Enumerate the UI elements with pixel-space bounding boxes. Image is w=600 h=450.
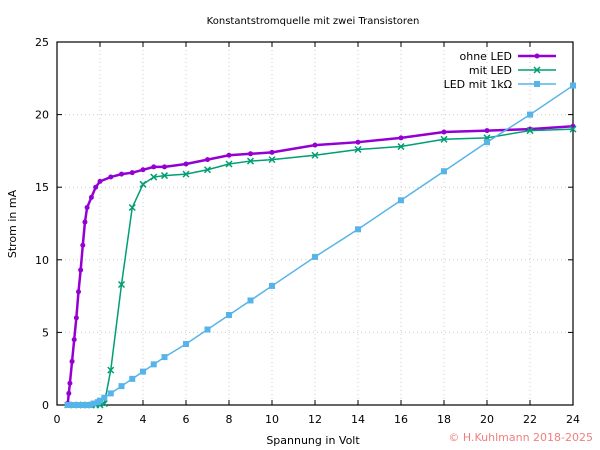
grid [57, 42, 573, 405]
x-axis-label: Spannung in Volt [266, 434, 360, 447]
y-tick-label: 20 [35, 109, 49, 122]
chart-title: Konstantstromquelle mit zwei Transistore… [207, 16, 420, 27]
series-ohne-led [65, 123, 576, 407]
x-tick-label: 18 [437, 413, 451, 426]
y-tick-label: 10 [35, 254, 49, 267]
x-tick-label: 20 [480, 413, 494, 426]
series-led-mit-1k- [64, 82, 576, 408]
x-tick-label: 16 [394, 413, 408, 426]
y-axis-label: Strom in mA [6, 189, 19, 258]
y-tick-label: 5 [42, 326, 49, 339]
x-tick-label: 2 [97, 413, 104, 426]
y-tick-label: 0 [42, 399, 49, 412]
copyright: © H.Kuhlmann 2018-2025 [448, 431, 593, 444]
legend-label: mit LED [469, 64, 512, 77]
legend-label: LED mit 1kΩ [444, 78, 512, 91]
x-tick-label: 8 [226, 413, 233, 426]
x-tick-label: 10 [265, 413, 279, 426]
x-tick-label: 12 [308, 413, 322, 426]
x-tick-label: 4 [140, 413, 147, 426]
x-tick-label: 0 [54, 413, 61, 426]
x-tick-label: 14 [351, 413, 365, 426]
axes [56, 41, 574, 406]
x-tick-label: 22 [523, 413, 537, 426]
plot-area [64, 82, 577, 409]
legend-label: ohne LED [460, 50, 513, 63]
x-tick-label: 24 [566, 413, 580, 426]
y-tick-label: 25 [35, 36, 49, 49]
y-tick-label: 15 [35, 181, 49, 194]
x-tick-label: 6 [183, 413, 190, 426]
